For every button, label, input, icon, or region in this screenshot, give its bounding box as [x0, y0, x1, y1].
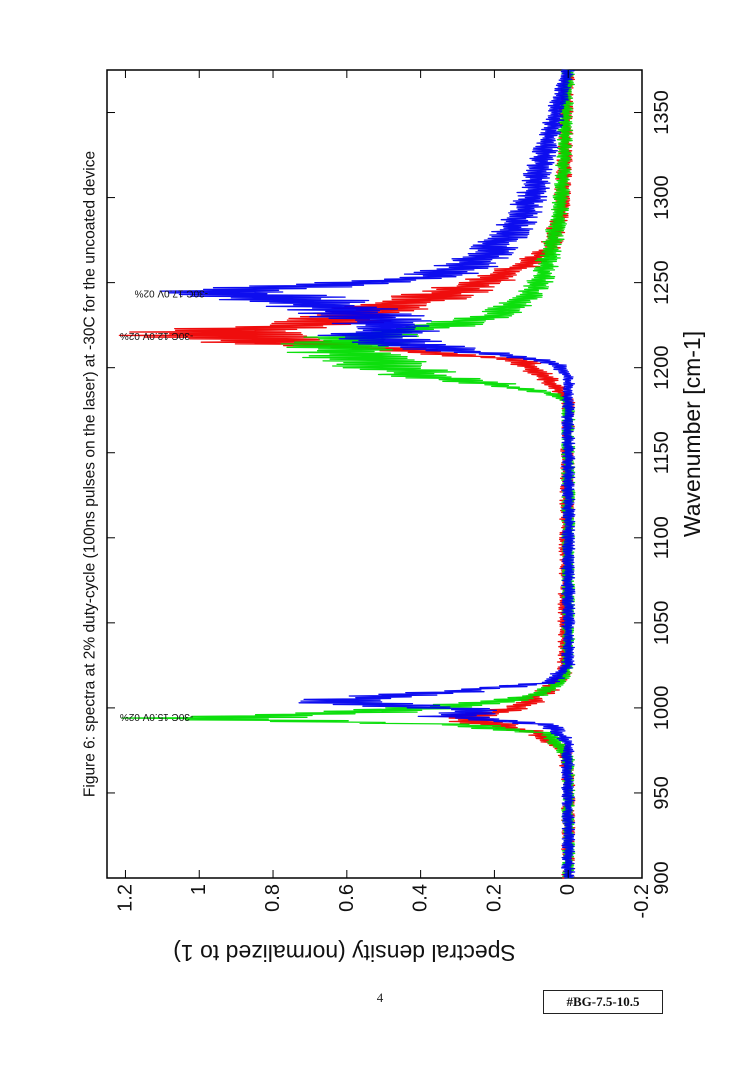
- x-tick-label: 1000: [651, 686, 673, 731]
- y-tick-label: 1.2: [114, 884, 136, 912]
- x-axis-label: Wavenumber [cm-1]: [679, 331, 705, 537]
- ticks-layer: 900 950 1000 1050 1100 1150 1200 1250 1300 1350 -0…: [107, 70, 673, 918]
- y-tick-label: 0.8: [262, 884, 284, 912]
- plot-frame: [106, 69, 643, 879]
- y-tick-label: 0.6: [336, 884, 358, 912]
- x-tick-label: 1100: [651, 516, 673, 559]
- x-tick-label: 1050: [651, 601, 673, 646]
- y-tick-label: 1: [188, 884, 210, 895]
- series-annotation: -30C 12.0V 02%: [120, 330, 193, 341]
- y-tick-label: 0.2: [483, 884, 505, 912]
- annotation-layer: -30C 15.0V 02% -30C 12.0V 02% -30C 17.0V 0…: [120, 287, 208, 722]
- x-tick-label: 1150: [651, 431, 673, 474]
- x-tick-label: 950: [651, 776, 673, 809]
- series-line-2: [121, 69, 576, 879]
- page-number: 4: [376, 990, 384, 1005]
- x-tick-label: 1200: [651, 345, 673, 390]
- x-tick-label: 1250: [651, 260, 673, 305]
- y-tick-label: 0.4: [410, 884, 432, 912]
- y-axis-label: Spectral density (normalized to 1): [173, 940, 516, 966]
- document-id-box: #BG-7.5-10.5: [543, 990, 663, 1014]
- y-tick-label: 0: [557, 884, 579, 895]
- series-line-1: [118, 69, 576, 879]
- series-annotation: -30C 15.0V 02%: [120, 711, 193, 722]
- series-line-3: [159, 69, 576, 879]
- y-tick-label: -0.2: [631, 884, 653, 918]
- chart-title: Figure 6: spectra at 2% duty-cycle (100n…: [82, 151, 99, 797]
- series-annotation: -30C 17.0V 02%: [135, 287, 208, 298]
- series-layer: [118, 69, 576, 879]
- x-tick-label: 1300: [651, 175, 673, 220]
- x-tick-label: 1350: [651, 90, 673, 134]
- x-tick-label: 900: [651, 861, 673, 894]
